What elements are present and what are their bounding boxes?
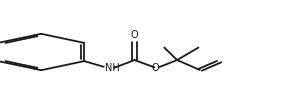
Text: O: O <box>152 63 160 73</box>
Text: NH: NH <box>105 63 119 73</box>
Text: O: O <box>131 30 138 40</box>
